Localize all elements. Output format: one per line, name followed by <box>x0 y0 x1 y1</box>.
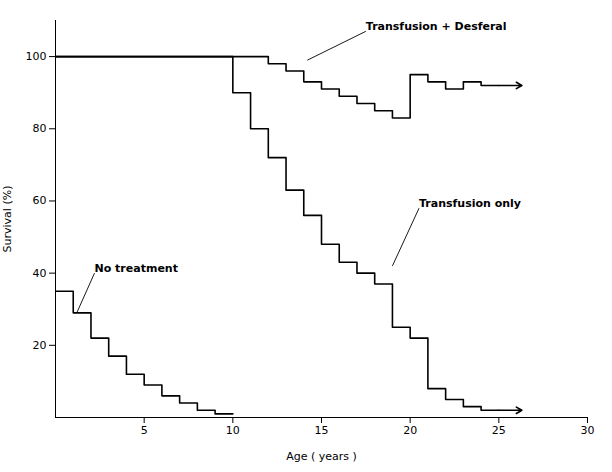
svg-text:60: 60 <box>33 194 47 207</box>
svg-text:25: 25 <box>492 424 506 437</box>
svg-text:10: 10 <box>226 424 240 437</box>
svg-text:20: 20 <box>33 339 47 352</box>
svg-text:20: 20 <box>403 424 417 437</box>
svg-text:No treatment: No treatment <box>95 262 178 275</box>
svg-text:Age ( years ): Age ( years ) <box>286 450 357 463</box>
svg-text:5: 5 <box>141 424 148 437</box>
svg-text:Survival (%): Survival (%) <box>1 186 14 253</box>
svg-text:100: 100 <box>26 50 47 63</box>
svg-text:80: 80 <box>33 122 47 135</box>
svg-text:Transfusion + Desferal: Transfusion + Desferal <box>366 20 507 33</box>
svg-text:Transfusion only: Transfusion only <box>419 197 521 210</box>
svg-text:30: 30 <box>581 424 595 437</box>
svg-text:15: 15 <box>315 424 329 437</box>
svg-text:40: 40 <box>33 267 47 280</box>
